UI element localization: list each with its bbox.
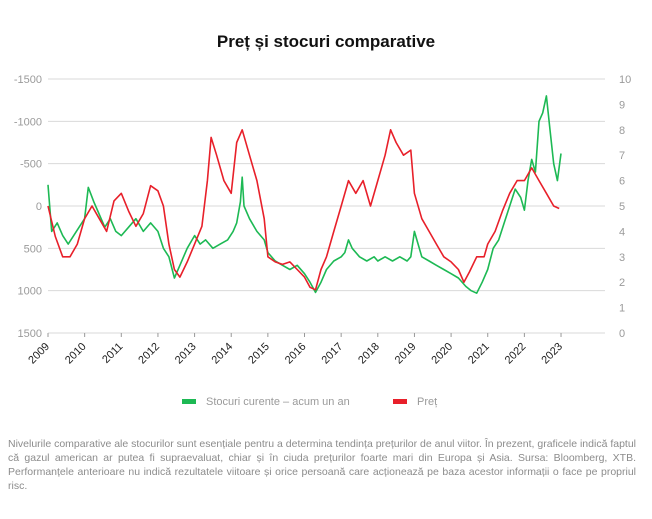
chart-plot: -1500-1000-50005001000150010987654321020… — [14, 74, 631, 367]
y-right-tick-label: 7 — [619, 150, 625, 162]
x-tick-label: 2021 — [466, 341, 492, 367]
y-right-tick-label: 10 — [619, 74, 631, 86]
y-left-tick-label: -1000 — [14, 116, 42, 128]
legend-label-pret: Preț — [417, 396, 438, 408]
y-right-tick-label: 5 — [619, 201, 625, 213]
x-tick-label: 2010 — [63, 341, 89, 367]
x-tick-label: 2023 — [539, 341, 565, 367]
y-right-tick-label: 8 — [619, 125, 625, 137]
y-right-tick-label: 6 — [619, 176, 625, 188]
y-left-tick-label: -500 — [20, 159, 42, 171]
x-tick-label: 2009 — [26, 341, 52, 367]
x-tick-label: 2013 — [173, 341, 199, 367]
legend-label-stocuri: Stocuri curente – acum un an — [206, 396, 350, 408]
legend-item-stocuri: Stocuri curente – acum un an — [182, 396, 350, 408]
y-right-tick-label: 0 — [619, 328, 625, 340]
x-tick-label: 2020 — [429, 341, 455, 367]
legend-swatch-stocuri — [182, 398, 196, 404]
y-left-tick-label: 500 — [24, 243, 42, 255]
x-tick-label: 2022 — [503, 341, 529, 367]
x-tick-label: 2017 — [319, 341, 345, 367]
series-line-stocuri — [47, 95, 562, 294]
legend-swatch-pret — [393, 398, 407, 404]
x-tick-label: 2014 — [210, 341, 236, 367]
legend-item-pret: Preț — [393, 396, 437, 408]
y-left-tick-label: -1500 — [14, 74, 42, 86]
y-right-tick-label: 1 — [619, 303, 625, 315]
y-left-tick-label: 1000 — [18, 286, 42, 298]
source-note: Nivelurile comparative ale stocurilor su… — [8, 438, 637, 492]
y-right-tick-label: 3 — [619, 252, 625, 264]
chart-title: Preț și stocuri comparative — [216, 32, 436, 51]
x-tick-label: 2012 — [136, 341, 162, 367]
x-tick-label: 2011 — [100, 341, 125, 366]
series-line-pret — [47, 129, 560, 291]
y-right-tick-label: 2 — [619, 277, 625, 289]
x-tick-label: 2016 — [283, 341, 309, 367]
y-left-tick-label: 1500 — [18, 328, 42, 340]
x-tick-label: 2018 — [356, 341, 382, 367]
y-right-tick-label: 4 — [619, 226, 625, 238]
y-right-tick-label: 9 — [619, 99, 625, 111]
x-tick-label: 2019 — [393, 341, 419, 367]
y-left-tick-label: 0 — [36, 201, 42, 213]
x-tick-label: 2015 — [246, 341, 272, 367]
legend: Stocuri curente – acum un an Preț — [0, 396, 652, 412]
